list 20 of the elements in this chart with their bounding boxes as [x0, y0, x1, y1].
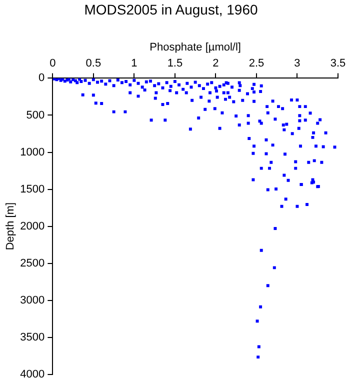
x-axis-title: Phosphate [µmol/l] — [150, 41, 242, 54]
chart-title: MODS2005 in August, 1960 — [84, 1, 258, 18]
y-tick-label: 0 — [38, 72, 45, 84]
x-tick-label: 3.5 — [330, 58, 346, 70]
y-tick-label: 1000 — [20, 146, 45, 158]
y-axis-title: Depth [m] — [4, 202, 17, 250]
y-tick-label: 2000 — [20, 220, 45, 232]
y-tick-label: 1500 — [20, 183, 45, 196]
x-tick-label: 2 — [212, 58, 219, 70]
y-tick-label: 3500 — [20, 331, 45, 344]
x-tick-label: 1 — [131, 58, 138, 70]
y-tick-label: 3000 — [20, 294, 45, 306]
x-tick-label: 0.5 — [86, 58, 102, 70]
x-tick-label: 2.5 — [248, 58, 264, 70]
x-tick-label: 1.5 — [167, 58, 183, 70]
y-tick-label: 4000 — [20, 368, 45, 380]
y-tick-label: 500 — [26, 109, 45, 122]
x-tick-label: 3 — [294, 58, 300, 70]
y-tick-label: 2500 — [20, 257, 45, 270]
x-tick-label: 0 — [50, 58, 56, 70]
